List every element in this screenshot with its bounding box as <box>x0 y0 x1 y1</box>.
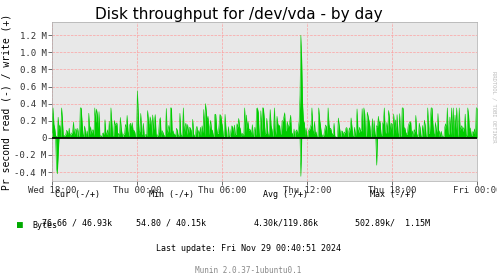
Text: 54.80 / 40.15k: 54.80 / 40.15k <box>137 218 206 227</box>
Text: Disk throughput for /dev/vda - by day: Disk throughput for /dev/vda - by day <box>95 7 382 22</box>
Text: Last update: Fri Nov 29 00:40:51 2024: Last update: Fri Nov 29 00:40:51 2024 <box>156 244 341 253</box>
Text: Cur (-/+): Cur (-/+) <box>55 190 99 199</box>
Text: Min (-/+): Min (-/+) <box>149 190 194 199</box>
Text: Munin 2.0.37-1ubuntu0.1: Munin 2.0.37-1ubuntu0.1 <box>195 266 302 275</box>
Text: Avg (-/+): Avg (-/+) <box>263 190 308 199</box>
Y-axis label: Pr second read (-) / write (+): Pr second read (-) / write (+) <box>1 13 11 190</box>
Text: 4.30k/119.86k: 4.30k/119.86k <box>253 218 318 227</box>
Text: 502.89k/  1.15M: 502.89k/ 1.15M <box>355 218 430 227</box>
Text: RRDTOOL / TOBI OETIKER: RRDTOOL / TOBI OETIKER <box>491 71 496 142</box>
Text: ■: ■ <box>17 220 23 230</box>
Text: Max (-/+): Max (-/+) <box>370 190 415 199</box>
Text: Bytes: Bytes <box>32 221 57 230</box>
Text: 76.66 / 46.93k: 76.66 / 46.93k <box>42 218 112 227</box>
